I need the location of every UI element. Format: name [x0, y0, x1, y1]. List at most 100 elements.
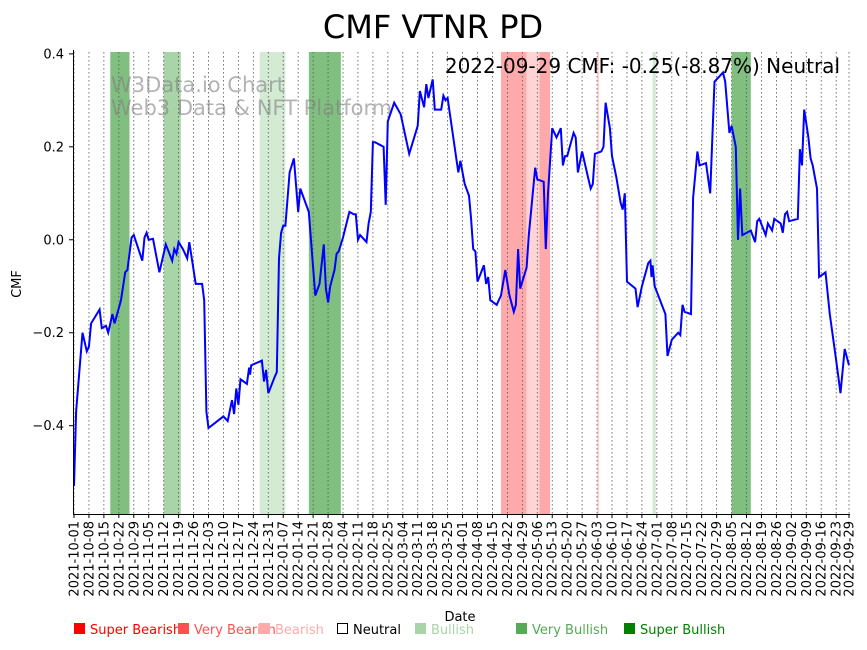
x-tick-label: 2022-03-18 — [426, 521, 441, 597]
x-tick-label: 2022-02-25 — [381, 521, 396, 597]
legend-item-super-bullish: Super Bullish — [624, 623, 725, 638]
legend-swatch — [624, 623, 635, 634]
x-tick-label: 2022-08-26 — [770, 521, 785, 597]
x-tick-label: 2022-01-21 — [307, 521, 322, 597]
legend: Super Bearish Very Bearish Bearish Neutral B… — [74, 623, 725, 638]
legend-swatch — [415, 623, 426, 634]
x-tick-label: 2022-01-14 — [292, 521, 307, 597]
x-tick-label: 2022-09-02 — [785, 521, 800, 597]
watermark: W3Data.io Chart Web3 Data & NFT Platform — [111, 73, 392, 120]
x-tick-label: 2022-01-07 — [277, 521, 292, 597]
legend-item-very-bullish: Very Bullish — [516, 623, 608, 638]
x-tick-label: 2021-11-12 — [157, 521, 172, 597]
x-tick-label: 2022-03-04 — [396, 521, 411, 597]
x-tick-label: 2022-06-17 — [620, 521, 635, 597]
cmf-series-line — [73, 70, 850, 487]
watermark-line-2: Web3 Data & NFT Platform — [111, 96, 392, 120]
y-axis-label: CMF — [10, 270, 25, 298]
x-tick-label: 2022-09-09 — [800, 521, 815, 597]
legend-item-bearish: Bearish — [259, 623, 324, 638]
y-tick-label: 0.4 — [43, 47, 64, 62]
legend-swatch — [337, 623, 348, 634]
x-tick-label: 2021-11-26 — [187, 521, 202, 597]
watermark-line-1: W3Data.io Chart — [111, 73, 285, 97]
x-tick-label: 2021-11-19 — [172, 521, 187, 597]
x-tick-label: 2022-08-19 — [755, 521, 770, 597]
legend-swatch — [74, 623, 85, 634]
x-tick-label: 2021-10-22 — [112, 521, 127, 597]
x-tick-label: 2021-10-29 — [127, 521, 142, 597]
band-bearish — [526, 52, 540, 514]
x-tick-label: 2022-05-06 — [531, 521, 546, 597]
x-tick-label: 2022-04-08 — [471, 521, 486, 597]
legend-item-bullish: Bullish — [415, 623, 474, 638]
legend-label: Super Bearish — [90, 623, 181, 638]
legend-label: Very Bearish — [194, 623, 276, 638]
x-tick-label: 2022-02-04 — [337, 521, 352, 597]
legend-label: Super Bullish — [640, 623, 725, 638]
x-tick-label: 2022-05-13 — [546, 521, 561, 597]
axes — [73, 50, 850, 515]
legend-label: Very Bullish — [532, 623, 608, 638]
x-tick-label: 2021-11-05 — [142, 521, 157, 597]
band-bullish — [259, 52, 286, 514]
x-tick-label: 2021-10-15 — [97, 521, 112, 597]
x-tick-label: 2021-10-08 — [82, 521, 97, 597]
chart-title: CMF VTNR PD — [323, 8, 543, 46]
x-tick-label: 2021-12-24 — [247, 521, 262, 597]
x-tick-label: 2021-10-01 — [68, 521, 83, 597]
x-tick-label: 2022-07-22 — [695, 521, 710, 597]
y-tick-label: −0.2 — [32, 326, 64, 341]
legend-item-very-bearish: Very Bearish — [178, 623, 276, 638]
x-tick-label: 2022-08-05 — [725, 521, 740, 597]
x-tick-label: 2022-02-11 — [351, 521, 366, 597]
legend-item-neutral: Neutral — [337, 623, 401, 638]
sentiment-bands — [110, 52, 751, 514]
x-tick-label: 2022-06-10 — [606, 521, 621, 597]
x-axis-label: Date — [444, 610, 475, 625]
x-tick-label: 2022-05-20 — [561, 521, 576, 597]
x-tick-label: 2022-09-23 — [830, 521, 845, 597]
y-tick-label: −0.4 — [32, 419, 64, 434]
latest-value-annotation: 2022-09-29 CMF: -0.25(-8.87%) Neutral — [445, 54, 840, 78]
x-tick-label: 2022-08-12 — [740, 521, 755, 597]
x-tick-label: 2022-09-16 — [815, 521, 830, 597]
x-tick-label: 2022-09-29 — [843, 521, 858, 597]
legend-swatch — [259, 623, 270, 634]
x-ticks: 2021-10-01 2021-10-08 2021-10-15 2021-10-22… — [68, 514, 858, 597]
x-tick-label: 2021-12-10 — [217, 521, 232, 597]
band-bearish — [597, 52, 600, 514]
x-tick-label: 2022-04-22 — [501, 521, 516, 597]
legend-item-super-bearish: Super Bearish — [74, 623, 181, 638]
x-tick-label: 2021-12-31 — [262, 521, 277, 597]
x-tick-label: 2022-03-25 — [441, 521, 456, 597]
y-tick-label: 0.0 — [43, 233, 64, 248]
y-ticks: 0.4 0.2 0.0 −0.2 −0.4 — [32, 47, 73, 434]
x-tick-label: 2022-01-28 — [322, 521, 337, 597]
legend-label: Bullish — [431, 623, 474, 638]
x-tick-label: 2022-06-03 — [591, 521, 606, 597]
legend-swatch — [178, 623, 189, 634]
band-bullish — [163, 52, 181, 514]
band-very-bearish — [539, 52, 551, 514]
x-tick-label: 2021-12-17 — [232, 521, 247, 597]
x-tick-label: 2021-12-03 — [202, 521, 217, 597]
x-tick-label: 2022-06-24 — [635, 521, 650, 597]
x-tick-label: 2022-07-01 — [650, 521, 665, 597]
x-tick-label: 2022-04-29 — [516, 521, 531, 597]
x-tick-label: 2022-07-15 — [680, 521, 695, 597]
x-tick-label: 2022-03-11 — [411, 521, 426, 597]
legend-label: Neutral — [353, 623, 401, 638]
x-tick-label: 2022-05-27 — [576, 521, 591, 597]
legend-swatch — [516, 623, 527, 634]
band-very-bullish — [110, 52, 130, 514]
x-tick-label: 2022-07-08 — [665, 521, 680, 597]
x-gridlines — [73, 52, 850, 514]
y-tick-label: 0.2 — [43, 140, 64, 155]
x-tick-label: 2022-04-15 — [486, 521, 501, 597]
x-tick-label: 2022-04-01 — [456, 521, 471, 597]
band-very-bullish — [731, 52, 751, 514]
x-tick-label: 2022-07-29 — [710, 521, 725, 597]
legend-label: Bearish — [275, 623, 324, 638]
